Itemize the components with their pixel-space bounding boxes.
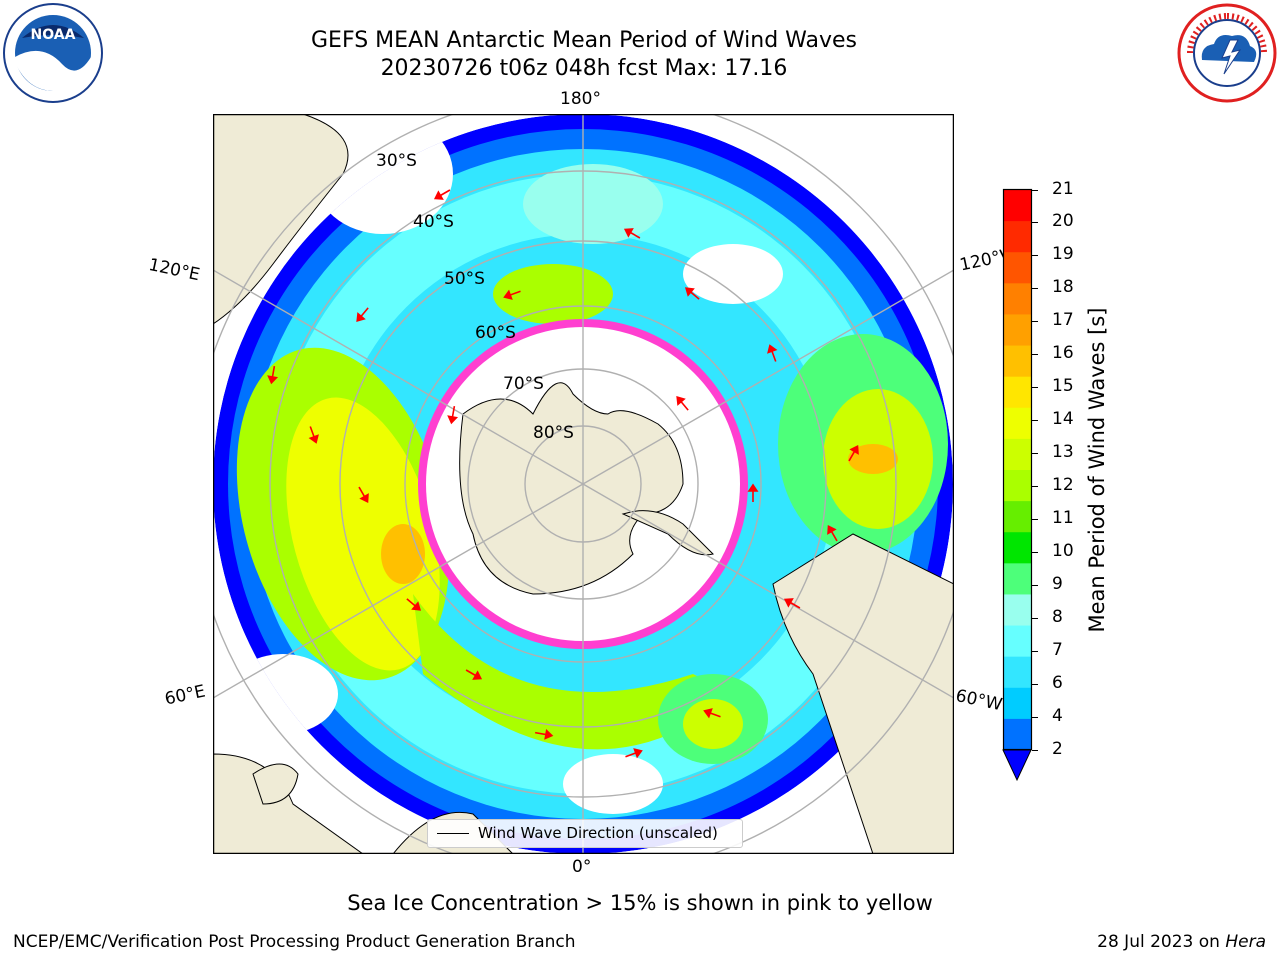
sea-ice-note: Sea Ice Concentration > 15% is shown in … [347, 891, 933, 915]
noaa-logo-text: NOAA [31, 27, 76, 43]
lon-label-60e: 60°E [163, 681, 208, 710]
lat-label-70s: 70°S [503, 374, 544, 394]
colorbar-tick-mark [1032, 189, 1038, 191]
colorbar-tick-label: 11 [1052, 507, 1074, 528]
date-prefix: 28 Jul 2023 on [1097, 932, 1226, 952]
colorbar-segment [1003, 562, 1032, 595]
colorbar-segment [1003, 407, 1032, 439]
colorbar-segment [1003, 220, 1032, 253]
colorbar [1002, 188, 1033, 782]
colorbar-tick-mark [1032, 716, 1038, 718]
colorbar-tick-label: 21 [1052, 178, 1074, 199]
map-title: GEFS MEAN Antarctic Mean Period of Wind … [311, 28, 857, 53]
lon-label-0: 0° [572, 857, 592, 877]
colorbar-segment [1003, 438, 1032, 470]
map-border [213, 114, 954, 854]
land [213, 114, 954, 854]
colorbar-tick-label: 19 [1052, 244, 1074, 265]
colorbar-frame [1002, 188, 1033, 751]
colorbar-segment [1003, 687, 1032, 719]
colorbar-tick-mark [1032, 354, 1038, 356]
lat-label-30s: 30°S [376, 151, 417, 171]
colorbar-tick-mark [1032, 650, 1038, 652]
colorbar-tick-mark [1032, 288, 1038, 290]
colorbar-tick-mark [1032, 420, 1038, 422]
colorbar-segment [1003, 625, 1032, 657]
graticule [213, 114, 954, 854]
colorbar-tick-mark [1032, 584, 1038, 586]
colorbar-tick-label: 16 [1052, 343, 1074, 364]
colorbar-tick-label: 14 [1052, 409, 1074, 430]
colorbar-tick-label: 12 [1052, 474, 1074, 495]
colorbar-tick-label: 6 [1052, 672, 1063, 693]
colorbar-segment [1003, 313, 1032, 346]
colorbar-segment [1003, 345, 1032, 377]
map-panel [213, 114, 954, 854]
colorbar-tick-mark [1032, 749, 1038, 751]
colorbar-tick-label: 18 [1052, 277, 1074, 298]
colorbar-segment [1003, 531, 1032, 564]
colorbar-tick-label: 17 [1052, 310, 1074, 331]
colorbar-tick-label: 2 [1052, 738, 1063, 759]
colorbar-tick-mark [1032, 453, 1038, 455]
colorbar-segment [1003, 718, 1032, 750]
lon-label-120e: 120°E [146, 255, 202, 286]
colorbar-tick-label: 10 [1052, 540, 1074, 561]
colorbar-tick-mark [1032, 255, 1038, 257]
date-host: Hera [1225, 932, 1266, 952]
colorbar-segment [1003, 593, 1032, 626]
colorbar-tick-mark [1032, 485, 1038, 487]
colorbar-segment [1003, 189, 1032, 222]
colorbar-segment [1003, 500, 1032, 533]
colorbar-tick-mark [1032, 683, 1038, 685]
colorbar-segment [1003, 251, 1032, 284]
colorbar-segment [1003, 469, 1032, 502]
lat-label-50s: 50°S [444, 269, 485, 289]
map-legend: Wind Wave Direction (unscaled) [427, 819, 743, 848]
nws-logo [1176, 2, 1278, 104]
colorbar-segment [1003, 282, 1032, 315]
colorbar-tick-label: 8 [1052, 606, 1063, 627]
legend-line [437, 833, 469, 834]
polar-map [213, 114, 954, 854]
colorbar-tick-mark [1032, 551, 1038, 553]
colorbar-label: Mean Period of Wind Waves [s] [1085, 307, 1109, 633]
colorbar-tick-mark [1032, 222, 1038, 224]
map-subtitle: 20230726 t06z 048h fcst Max: 17.16 [380, 56, 788, 81]
credit-line: NCEP/EMC/Verification Post Processing Pr… [13, 932, 576, 952]
colorbar-under-triangle [1002, 749, 1032, 782]
lon-label-180: 180° [560, 89, 601, 109]
colorbar-segment [1003, 656, 1032, 688]
lat-label-80s: 80°S [533, 423, 574, 443]
date-line: 28 Jul 2023 on Hera [1097, 932, 1266, 952]
colorbar-tick-mark [1032, 321, 1038, 323]
colorbar-tick-label: 9 [1052, 573, 1063, 594]
legend-label: Wind Wave Direction (unscaled) [478, 824, 718, 842]
lon-label-60w: 60°W [953, 686, 1004, 716]
lat-label-60s: 60°S [475, 323, 516, 343]
lat-label-40s: 40°S [413, 212, 454, 232]
colorbar-tick-label: 7 [1052, 639, 1063, 660]
wave-direction-arrows [267, 189, 859, 759]
colorbar-tick-mark [1032, 518, 1038, 520]
colorbar-tick-label: 20 [1052, 211, 1074, 232]
colorbar-segment [1003, 376, 1032, 408]
noaa-logo: NOAA [2, 2, 104, 104]
colorbar-tick-label: 15 [1052, 376, 1074, 397]
colorbar-tick-mark [1032, 387, 1038, 389]
colorbar-tick-label: 13 [1052, 442, 1074, 463]
colorbar-tick-mark [1032, 617, 1038, 619]
colorbar-tick-label: 4 [1052, 705, 1063, 726]
